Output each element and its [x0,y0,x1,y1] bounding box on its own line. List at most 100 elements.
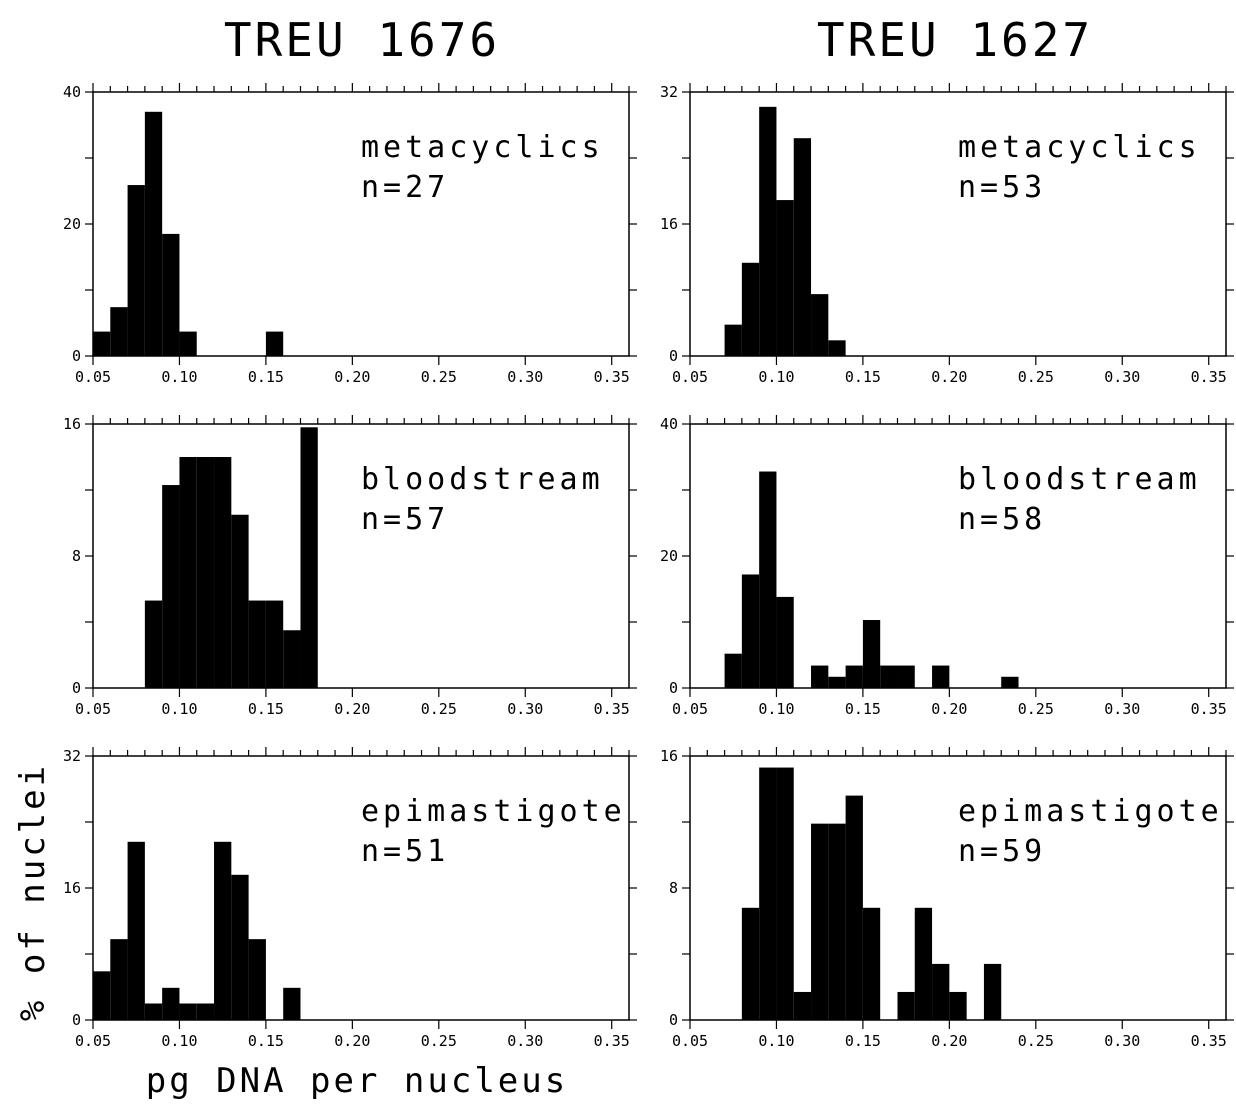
x-tick-label: 0.10 [161,1032,197,1050]
x-tick-label: 0.25 [1018,700,1054,718]
histogram-bar [265,331,284,356]
y-tick-label: 8 [72,547,81,565]
y-tick-label: 40 [660,415,678,433]
histogram-bar [759,471,777,688]
y-tick-label: 0 [669,347,678,365]
histogram-bar [162,987,180,1020]
histogram-bar [741,262,760,356]
y-tick-label: 20 [660,547,678,565]
histogram-bar [196,1003,215,1020]
x-tick-label: 0.10 [161,368,197,386]
x-tick-label: 0.35 [594,368,630,386]
x-tick-label: 0.35 [594,1032,630,1050]
histogram-bar [144,600,163,688]
column-title-left: TREU 1676 [224,13,500,67]
x-tick-label: 0.15 [248,700,284,718]
panel-label: epimastigote [361,794,626,829]
histogram-bar [93,331,111,356]
panel-label: bloodstream [958,462,1201,497]
y-tick-label: 0 [72,1011,81,1029]
panel-bloodstream-left: 0.05 0.10 0.15 0.20 0.25 0.30 0.35 0 8 16 bloodstr… [63,415,637,718]
x-tick-label: 0.30 [507,700,543,718]
histogram-bar [862,620,881,688]
y-tick-label: 16 [660,215,678,233]
histogram-bar [93,971,111,1020]
histogram-bar [897,991,915,1020]
x-tick-label: 0.10 [758,368,794,386]
histogram-bar [776,767,794,1020]
x-tick-label: 0.35 [594,700,630,718]
x-tick-label: 0.25 [421,700,457,718]
y-tick-label: 32 [660,83,678,101]
x-tick-label: 0.30 [1104,1032,1140,1050]
x-tick-label: 0.35 [1191,1032,1227,1050]
x-tick-label: 0.20 [334,368,370,386]
histogram-bar [932,665,950,688]
x-tick-label: 0.05 [75,368,111,386]
histogram-bar [214,841,232,1020]
x-tick-label: 0.25 [1018,1032,1054,1050]
x-tick-label: 0.35 [1191,700,1227,718]
x-tick-label: 0.15 [248,1032,284,1050]
histogram-bar [828,676,846,688]
x-tick-label: 0.20 [334,700,370,718]
panel-label: epimastigote [958,794,1223,829]
histogram-bar [724,324,742,356]
histogram-bar [759,767,777,1020]
x-tick-label: 0.25 [421,1032,457,1050]
panel-n-label: n=27 [361,170,449,205]
panel-n-label: n=51 [361,834,449,869]
histogram-bar [776,200,794,356]
panel-label: metacyclics [958,130,1201,165]
y-tick-label: 0 [669,679,678,697]
histogram-bar [110,939,128,1020]
histogram-bar [248,600,266,688]
histogram-bar [793,138,812,356]
histogram-bar [845,665,863,688]
histogram-bar [179,457,197,688]
y-tick-label: 20 [63,215,81,233]
histogram-bar [248,939,266,1020]
panel-label: bloodstream [361,462,604,497]
x-tick-label: 0.05 [672,1032,708,1050]
histogram-bar [845,795,863,1020]
x-tick-label: 0.35 [1191,368,1227,386]
histogram-bar [983,963,1002,1020]
y-tick-label: 0 [72,347,81,365]
histogram-bar [110,307,128,356]
x-tick-label: 0.15 [248,368,284,386]
panel-metacyclics-left: 0.05 0.10 0.15 0.20 0.25 0.30 0.35 0 20 40 metacyc… [63,83,637,386]
histogram-bar [914,907,933,1020]
x-tick-label: 0.05 [75,1032,111,1050]
histogram-bar [741,574,760,688]
histogram-bar [231,514,249,688]
histogram-bar [1001,676,1019,688]
y-tick-label: 16 [63,879,81,897]
x-tick-label: 0.15 [845,1032,881,1050]
y-tick-label: 8 [669,879,678,897]
y-tick-label: 32 [63,747,81,765]
y-tick-label: 0 [669,1011,678,1029]
x-tick-label: 0.15 [845,368,881,386]
panel-n-label: n=59 [958,834,1046,869]
x-tick-label: 0.10 [758,1032,794,1050]
panel-label: metacyclics [361,130,604,165]
x-tick-label: 0.05 [672,368,708,386]
histogram-bar [880,665,898,688]
histogram-bar [283,630,301,688]
x-tick-label: 0.20 [931,368,967,386]
histogram-bar [811,665,829,688]
histogram-bar [196,457,215,688]
y-tick-label: 40 [63,83,81,101]
histogram-bar [300,427,318,688]
histogram-bar [811,823,829,1020]
column-title-right: TREU 1627 [817,13,1093,67]
histogram-bar [179,331,197,356]
panel-epimastigote-right: 0.05 0.10 0.15 0.20 0.25 0.30 0.35 0 8 16 epimasti… [660,747,1234,1050]
histogram-bar [144,1003,163,1020]
y-tick-label: 0 [72,679,81,697]
x-tick-label: 0.20 [334,1032,370,1050]
histogram-bar [897,665,915,688]
x-tick-label: 0.10 [758,700,794,718]
